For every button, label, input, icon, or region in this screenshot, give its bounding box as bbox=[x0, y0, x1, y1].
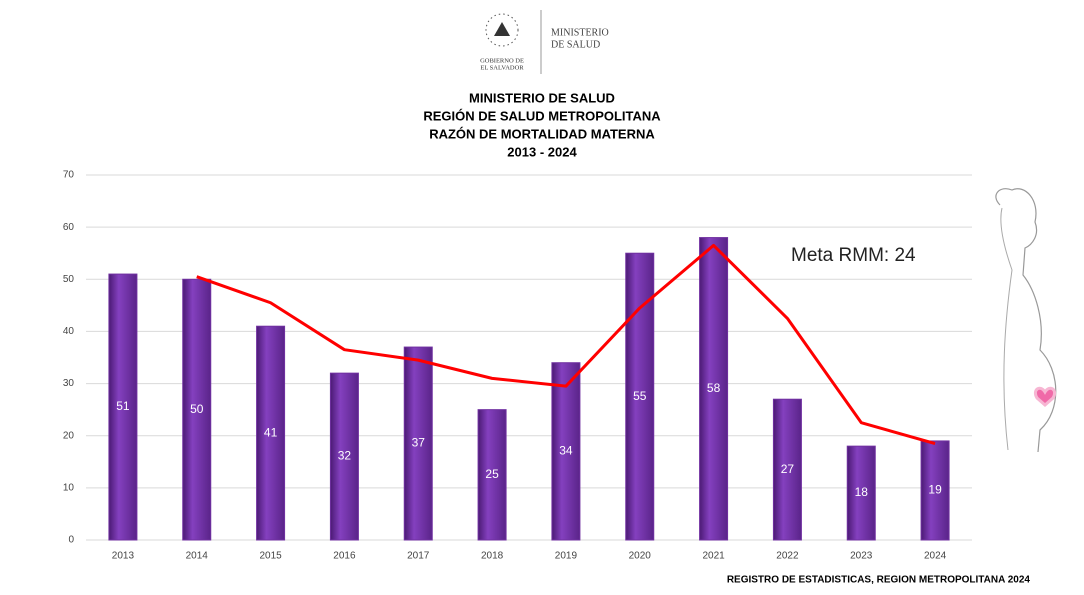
source-note: REGISTRO DE ESTADISTICAS, REGION METROPO… bbox=[727, 575, 1031, 586]
x-tick-label: 2016 bbox=[333, 551, 356, 562]
y-tick-label: 70 bbox=[63, 170, 75, 181]
illustration-box bbox=[973, 176, 1076, 453]
y-tick-label: 20 bbox=[63, 430, 75, 441]
x-tick-label: 2019 bbox=[555, 551, 578, 562]
data-label: 41 bbox=[264, 425, 278, 439]
y-tick-label: 10 bbox=[63, 482, 75, 493]
data-label: 34 bbox=[559, 444, 573, 458]
y-tick-label: 30 bbox=[63, 378, 75, 389]
data-label: 27 bbox=[781, 462, 795, 476]
logo-text: DE SALUD bbox=[551, 39, 600, 50]
data-label: 32 bbox=[338, 449, 352, 463]
x-tick-label: 2017 bbox=[407, 551, 430, 562]
x-tick-label: 2024 bbox=[924, 551, 947, 562]
chart: GOBIERNO DE EL SALVADOR MINISTERIO DE SA… bbox=[0, 0, 1084, 595]
y-tick-label: 40 bbox=[63, 326, 75, 337]
data-label: 55 bbox=[633, 389, 647, 403]
annotation: Meta RMM: 24 bbox=[791, 245, 916, 266]
y-tick-label: 60 bbox=[63, 222, 75, 233]
chart-title: MINISTERIO DE SALUD bbox=[469, 90, 615, 105]
x-tick-label: 2022 bbox=[776, 551, 799, 562]
x-tick-label: 2013 bbox=[112, 551, 135, 562]
chart-title: REGIÓN DE SALUD METROPOLITANA bbox=[423, 108, 661, 123]
x-tick-label: 2018 bbox=[481, 551, 504, 562]
x-tick-label: 2015 bbox=[259, 551, 282, 562]
y-tick-label: 0 bbox=[68, 535, 74, 546]
x-tick-label: 2014 bbox=[186, 551, 209, 562]
data-label: 25 bbox=[485, 467, 499, 481]
data-label: 58 bbox=[707, 381, 721, 395]
logo-text: EL SALVADOR bbox=[480, 64, 524, 71]
data-label: 19 bbox=[928, 483, 942, 497]
y-tick-label: 50 bbox=[63, 274, 75, 285]
x-tick-label: 2021 bbox=[702, 551, 725, 562]
chart-title: RAZÓN DE MORTALIDAD MATERNA bbox=[429, 126, 655, 141]
chart-title: 2013 - 2024 bbox=[507, 144, 577, 159]
woman-illustration bbox=[973, 176, 1076, 453]
data-label: 51 bbox=[116, 399, 130, 413]
x-tick-label: 2020 bbox=[629, 551, 652, 562]
data-label: 18 bbox=[855, 485, 869, 499]
logo-text: MINISTERIO bbox=[551, 27, 609, 38]
logo-text: GOBIERNO DE bbox=[480, 57, 524, 64]
x-tick-label: 2023 bbox=[850, 551, 873, 562]
data-label: 37 bbox=[412, 436, 426, 450]
data-label: 50 bbox=[190, 402, 204, 416]
